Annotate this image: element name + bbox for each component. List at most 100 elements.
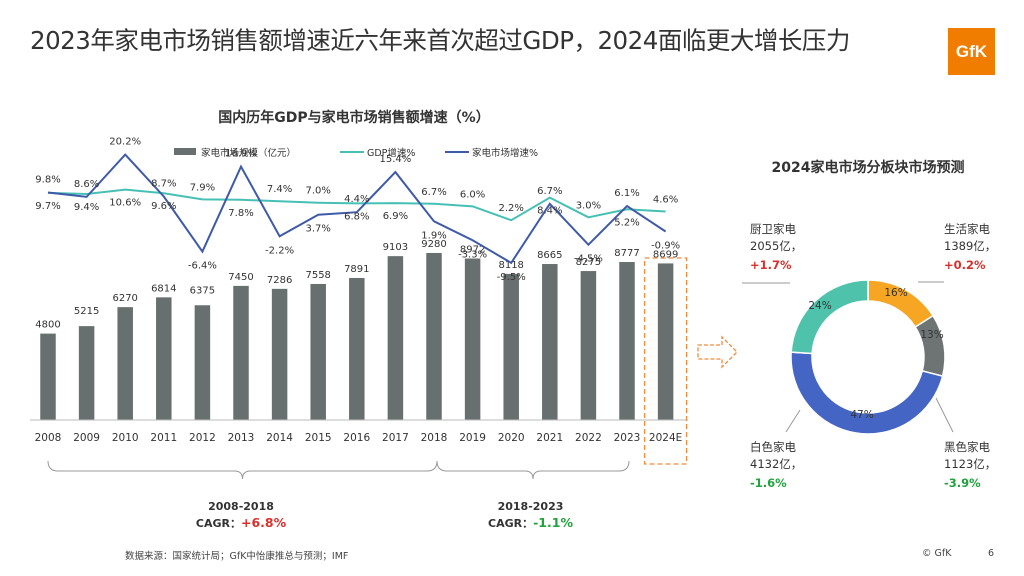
x-tick-2018: 2018 <box>421 432 448 444</box>
cagr-brace-2018-2023 <box>436 460 630 480</box>
data-source-note: 数据来源：国家统计局；GfK中怡康推总与预测；IMF <box>125 551 349 562</box>
bar-label-2009: 5215 <box>74 306 99 317</box>
callout-leader-黑色家电 <box>935 397 954 433</box>
gdp-growth-label-2024E: 4.6% <box>653 194 678 205</box>
x-tick-2020: 2020 <box>498 432 525 444</box>
market-growth-label-2010: 20.2% <box>109 137 141 148</box>
bar-label-2018: 9280 <box>421 239 446 250</box>
market-growth-label-2009: 8.6% <box>74 179 99 190</box>
callout-change-白色家电: -1.6% <box>750 476 787 490</box>
gfk-logo: GfK <box>948 28 995 75</box>
bar-label-2021: 8665 <box>537 250 562 261</box>
market-growth-label-2020: -9.5% <box>497 272 526 283</box>
x-tick-2014: 2014 <box>266 432 293 444</box>
bar-2011 <box>156 297 172 420</box>
page-headline: 2023年家电市场销售额增速近六年来首次超过GDP，2024面临更大增长压力 <box>30 26 850 55</box>
growth-combo-chart: 国内历年GDP与家电市场销售额增速（%） 家电市场规模（亿元） GDP增速% 家电市场… <box>30 109 738 530</box>
x-tick-2022: 2022 <box>575 432 602 444</box>
bar-2024E <box>657 263 674 420</box>
bar-label-2022: 8275 <box>576 257 601 268</box>
bar-label-2024E: 8699 <box>653 249 678 260</box>
transition-arrow-icon <box>697 335 738 369</box>
left-chart-title: 国内历年GDP与家电市场销售额增速（%） <box>218 109 489 126</box>
bar-label-2013: 7450 <box>228 272 253 283</box>
gdp-growth-label-2013: 7.8% <box>228 208 253 219</box>
callout-name-黑色家电: 黑色家电 <box>944 440 990 454</box>
gdp-growth-label-2012: 7.9% <box>190 182 215 193</box>
bar-label-2023: 8777 <box>614 248 639 259</box>
callout-change-黑色家电: -3.9% <box>944 476 981 490</box>
gdp-growth-label-2022: 3.0% <box>576 200 601 211</box>
donut-percent-黑色家电: 13% <box>920 329 943 341</box>
gdp-growth-label-2016: 6.8% <box>344 211 369 222</box>
callout-change-厨卫家电: +1.7% <box>750 258 792 272</box>
callout-amount-白色家电: 4132亿， <box>750 457 802 471</box>
bar-2008 <box>40 333 56 420</box>
donut-percent-厨卫家电: 24% <box>808 300 831 312</box>
x-tick-2017: 2017 <box>382 432 409 444</box>
legend-bar-label: 家电市场规模（亿元） <box>201 147 296 159</box>
donut-percent-生活家电: 16% <box>884 287 907 299</box>
market-growth-label-2018: 1.9% <box>421 230 446 241</box>
bar-label-2015: 7558 <box>305 270 330 281</box>
bar-label-2016: 7891 <box>344 264 369 275</box>
bar-label-2011: 6814 <box>151 283 176 294</box>
x-tick-2021: 2021 <box>536 432 563 444</box>
gdp-growth-label-2023: 5.2% <box>614 217 639 228</box>
x-tick-2019: 2019 <box>459 432 486 444</box>
market-growth-label-2012: -6.4% <box>188 261 217 272</box>
legend-bar-swatch <box>174 148 196 155</box>
x-tick-2013: 2013 <box>228 432 255 444</box>
donut-percent-白色家电: 47% <box>850 409 873 421</box>
x-tick-2009: 2009 <box>73 432 100 444</box>
callout-name-厨卫家电: 厨卫家电 <box>750 222 796 236</box>
bar-2020 <box>503 273 519 420</box>
cagr-brace-2008-2018 <box>47 460 438 480</box>
bar-2021 <box>542 264 558 420</box>
segment-donut-chart: 2024家电市场分板块市场预测 16% 13% 47% 24% 生活家电 1389亿， +0.… <box>742 159 996 490</box>
market-growth-label-2023: 6.1% <box>614 188 639 199</box>
donut-chart-title: 2024家电市场分板块市场预测 <box>772 159 965 176</box>
x-tick-2011: 2011 <box>150 432 177 444</box>
market-growth-label-2014: -2.2% <box>265 245 294 256</box>
bar-2009 <box>78 326 95 420</box>
cagr-value-2018-2023: CAGR：-1.1% <box>488 515 573 530</box>
callout-amount-黑色家电: 1123亿， <box>944 457 996 471</box>
gdp-growth-line <box>47 188 666 222</box>
x-tick-2023: 2023 <box>614 432 641 444</box>
market-growth-label-2016: 4.4% <box>344 194 369 205</box>
x-tick-2008: 2008 <box>35 432 62 444</box>
cagr-value-2008-2018: CAGR：+6.8% <box>196 515 287 530</box>
forecast-highlight-box <box>643 257 688 465</box>
market-growth-label-2013: 16.9% <box>225 149 257 160</box>
market-growth-label-2019: -3.3% <box>458 249 487 260</box>
market-growth-label-2024E: -0.9% <box>651 241 680 252</box>
donut-slice-白色家电 <box>790 351 944 435</box>
gdp-growth-label-2019: 6.0% <box>460 189 485 200</box>
bar-2022 <box>580 271 597 420</box>
gdp-growth-label-2014: 7.4% <box>267 184 292 195</box>
bar-2015 <box>310 283 326 420</box>
market-growth-line <box>47 153 667 265</box>
bar-2018 <box>426 252 442 420</box>
bar-2016 <box>349 277 365 420</box>
gdp-growth-label-2011: 9.6% <box>151 201 176 212</box>
x-tick-2016: 2016 <box>343 432 370 444</box>
bar-label-2017: 9103 <box>383 242 408 253</box>
market-growth-label-2011: 8.7% <box>151 179 176 190</box>
market-growth-label-2021: 6.7% <box>537 186 562 197</box>
page-number: 6 <box>988 548 995 559</box>
bar-2023 <box>619 262 635 420</box>
gdp-growth-label-2020: 2.2% <box>498 203 523 214</box>
bar-2014 <box>271 288 288 420</box>
cagr-period-2008-2018: 2008-2018 <box>208 500 274 513</box>
bar-label-2019: 8972 <box>460 245 485 256</box>
copyright-note: © GfK <box>922 548 952 559</box>
callout-amount-生活家电: 1389亿， <box>944 239 996 253</box>
bar-label-2010: 6270 <box>112 293 137 304</box>
callout-name-白色家电: 白色家电 <box>750 440 796 454</box>
donut-slice-厨卫家电 <box>790 279 869 355</box>
legend-gdp-label: GDP增速% <box>367 147 415 159</box>
bar-2010 <box>117 307 133 420</box>
